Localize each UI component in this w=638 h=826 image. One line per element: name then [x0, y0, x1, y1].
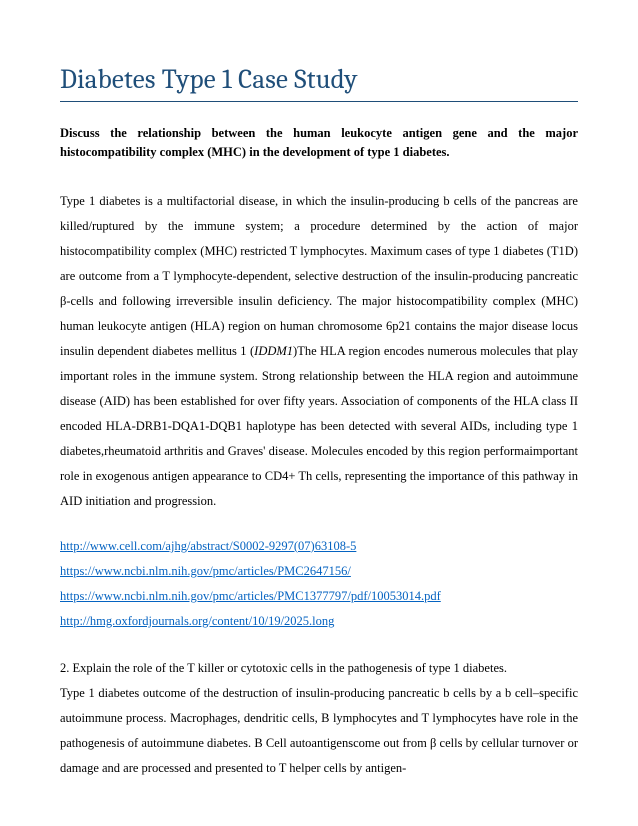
gene-name-iddm1: IDDM1	[254, 344, 293, 358]
paragraph-text-b: )The HLA region encodes numerous molecul…	[60, 344, 578, 508]
page-title: Diabetes Type 1 Case Study	[60, 64, 578, 102]
question-2-section: 2. Explain the role of the T killer or c…	[60, 656, 578, 781]
reference-links: http://www.cell.com/ajhg/abstract/S0002-…	[60, 534, 578, 634]
reference-link-2[interactable]: https://www.ncbi.nlm.nih.gov/pmc/article…	[60, 559, 578, 584]
reference-link-1[interactable]: http://www.cell.com/ajhg/abstract/S0002-…	[60, 534, 578, 559]
body-paragraph-1: Type 1 diabetes is a multifactorial dise…	[60, 189, 578, 514]
question-2-body: Type 1 diabetes outcome of the destructi…	[60, 681, 578, 781]
paragraph-text-a: Type 1 diabetes is a multifactorial dise…	[60, 194, 578, 358]
reference-link-4[interactable]: http://hmg.oxfordjournals.org/content/10…	[60, 609, 578, 634]
question-2-prompt: 2. Explain the role of the T killer or c…	[60, 656, 578, 681]
discussion-prompt: Discuss the relationship between the hum…	[60, 124, 578, 163]
reference-link-3[interactable]: https://www.ncbi.nlm.nih.gov/pmc/article…	[60, 584, 578, 609]
